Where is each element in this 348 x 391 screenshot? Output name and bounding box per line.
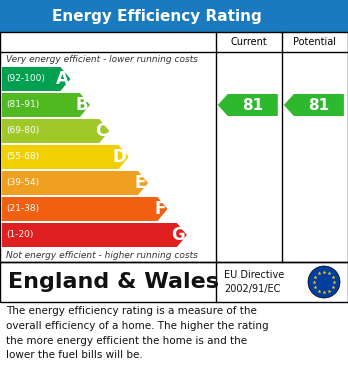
Text: Potential: Potential bbox=[293, 37, 337, 47]
Polygon shape bbox=[284, 94, 344, 116]
Text: (1-20): (1-20) bbox=[6, 231, 33, 240]
Polygon shape bbox=[2, 197, 167, 221]
Bar bbox=[216, 52, 348, 262]
Polygon shape bbox=[2, 171, 148, 195]
Text: (92-100): (92-100) bbox=[6, 75, 45, 84]
Text: (55-68): (55-68) bbox=[6, 152, 39, 161]
Text: 81: 81 bbox=[308, 97, 330, 113]
Bar bbox=[0, 262, 348, 302]
Text: The energy efficiency rating is a measure of the
overall efficiency of a home. T: The energy efficiency rating is a measur… bbox=[6, 306, 269, 361]
Polygon shape bbox=[218, 94, 278, 116]
Text: A: A bbox=[56, 70, 69, 88]
Text: (81-91): (81-91) bbox=[6, 100, 39, 109]
Bar bbox=[0, 52, 216, 262]
Text: England & Wales: England & Wales bbox=[8, 272, 219, 292]
Text: D: D bbox=[113, 148, 127, 166]
Polygon shape bbox=[2, 223, 187, 247]
Bar bbox=[0, 32, 348, 262]
Text: (21-38): (21-38) bbox=[6, 204, 39, 213]
Bar bbox=[0, 0, 348, 32]
Text: E: E bbox=[135, 174, 146, 192]
Polygon shape bbox=[2, 93, 90, 117]
Text: (39-54): (39-54) bbox=[6, 179, 39, 188]
Text: B: B bbox=[75, 96, 88, 114]
Text: Not energy efficient - higher running costs: Not energy efficient - higher running co… bbox=[6, 251, 198, 260]
Text: 81: 81 bbox=[242, 97, 263, 113]
Text: (69-80): (69-80) bbox=[6, 127, 39, 136]
Polygon shape bbox=[2, 67, 70, 91]
Text: C: C bbox=[95, 122, 107, 140]
Text: G: G bbox=[171, 226, 185, 244]
Circle shape bbox=[308, 266, 340, 298]
Polygon shape bbox=[2, 119, 109, 143]
Text: F: F bbox=[154, 200, 166, 218]
Text: Energy Efficiency Rating: Energy Efficiency Rating bbox=[52, 9, 261, 23]
Text: EU Directive
2002/91/EC: EU Directive 2002/91/EC bbox=[224, 271, 284, 294]
Text: Very energy efficient - lower running costs: Very energy efficient - lower running co… bbox=[6, 54, 198, 63]
Text: Current: Current bbox=[230, 37, 267, 47]
Polygon shape bbox=[2, 145, 129, 169]
